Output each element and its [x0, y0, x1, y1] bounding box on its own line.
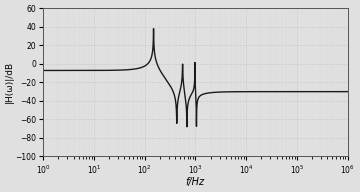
X-axis label: f/Hz: f/Hz	[186, 177, 205, 187]
Y-axis label: |H(ω)|/dB: |H(ω)|/dB	[5, 61, 14, 103]
